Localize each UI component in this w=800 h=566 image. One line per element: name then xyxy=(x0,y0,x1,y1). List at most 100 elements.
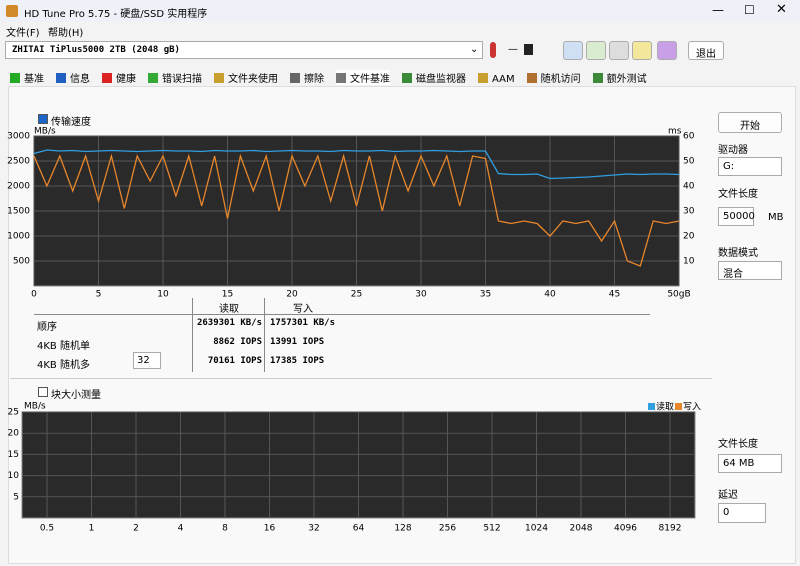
read-result: 70161 IOPS xyxy=(207,356,262,366)
row-label: 4KB 随机多 xyxy=(37,360,90,371)
tab[interactable]: 基准 xyxy=(10,70,44,85)
read-result: 2639301 KB/s xyxy=(196,318,262,328)
dropdown-arrow: ⌄ xyxy=(470,44,479,55)
tab-label: 健康 xyxy=(116,74,136,85)
start-button[interactable]: 开始 xyxy=(718,112,782,133)
checkbox[interactable] xyxy=(38,114,48,124)
menu-item[interactable]: 帮助(H) xyxy=(48,28,84,39)
x-tick-label: 4096 xyxy=(614,524,637,534)
tab-icon xyxy=(478,73,488,83)
toolbar-button[interactable] xyxy=(657,41,677,60)
x-tick-label: 256 xyxy=(439,524,456,534)
y2-axis-label: ms xyxy=(668,127,682,137)
tab-label: 磁盘监视器 xyxy=(416,74,466,85)
row-label: 顺序 xyxy=(37,322,57,333)
x-tick-label: 50gB xyxy=(667,290,690,300)
label: 数据模式 xyxy=(718,248,758,259)
row-label: 4KB 随机单 xyxy=(37,341,90,352)
x-tick-label: 32 xyxy=(308,524,319,534)
delay-input[interactable]: 0 xyxy=(718,503,766,523)
toolbar-button[interactable] xyxy=(563,41,583,60)
x-tick-label: 2048 xyxy=(570,524,593,534)
x-tick-label: 1024 xyxy=(525,524,548,534)
x-tick-label: 0 xyxy=(31,290,37,300)
x-tick-label: 2 xyxy=(133,524,139,534)
y-tick-label: 15 xyxy=(8,450,19,460)
unit: MB xyxy=(768,212,784,223)
tab[interactable]: 错误扫描 xyxy=(148,70,202,85)
column-header: 写入 xyxy=(293,304,313,315)
y2-tick-label: 40 xyxy=(683,182,695,192)
y2-tick-label: 10 xyxy=(683,257,695,267)
block-length-select[interactable]: 64 MB xyxy=(718,454,782,473)
icon xyxy=(524,44,533,55)
x-tick-label: 0.5 xyxy=(40,524,54,534)
x-tick-label: 25 xyxy=(351,290,362,300)
block-chart: MB/s 5 10 15 20 25 0.5 1 2 4 8 16 32 64 128 256 512 1024 2… xyxy=(8,401,701,534)
data-line xyxy=(33,153,680,267)
tab[interactable]: 额外测试 xyxy=(592,70,647,85)
tab-icon xyxy=(402,73,412,83)
x-tick-label: 4 xyxy=(178,524,184,534)
y2-tick-label: 60 xyxy=(683,132,695,142)
exit-button[interactable]: 退出 xyxy=(688,41,724,60)
label: 驱动器 xyxy=(718,145,748,156)
tab-icon xyxy=(102,73,112,83)
maximize[interactable]: ☐ xyxy=(744,3,755,17)
y-axis-label: MB/s xyxy=(24,402,46,412)
tab-label: 文件基准 xyxy=(350,74,390,85)
y2-tick-label: 50 xyxy=(683,157,695,167)
y-tick-label: 1500 xyxy=(7,207,30,217)
x-tick-label: 45 xyxy=(609,290,620,300)
checkbox[interactable] xyxy=(38,387,48,397)
label: 延迟 xyxy=(718,490,738,501)
y-tick-label: 2500 xyxy=(7,157,30,167)
toolbar-button[interactable] xyxy=(632,41,652,60)
tab-label: 文件夹使用 xyxy=(228,74,278,85)
x-tick-label: 10 xyxy=(157,290,169,300)
queue-depth[interactable]: 32 xyxy=(133,352,161,369)
tab[interactable]: 健康 xyxy=(102,70,136,85)
x-tick-label: 512 xyxy=(483,524,500,534)
legend-label: 读取 xyxy=(656,401,674,413)
drive-select[interactable]: ZHITAI TiPlus5000 2TB (2048 gB) xyxy=(5,41,483,59)
tab-label: 信息 xyxy=(70,74,90,85)
close[interactable]: ✕ xyxy=(776,2,787,17)
checkbox-label: 块大小测量 xyxy=(51,390,101,401)
file-length-input[interactable]: 50000 xyxy=(718,207,755,226)
y-tick-label: 3000 xyxy=(7,132,30,142)
tab[interactable]: 擦除 xyxy=(290,70,324,85)
y-tick-label: 1000 xyxy=(7,232,30,242)
thermometer xyxy=(490,42,496,58)
title-bar xyxy=(0,0,800,22)
data-mode-select[interactable]: 混合 xyxy=(718,261,782,280)
tab-icon xyxy=(290,73,300,83)
tab[interactable]: 文件基准 xyxy=(336,70,390,85)
legend-swatch xyxy=(675,403,682,410)
x-tick-label: 8192 xyxy=(659,524,682,534)
tab-bar: 基准 信息 健康 错误扫描 文件夹使用 擦除 文件基准 磁盘监视器 AAM 随机访问 额外测试 xyxy=(10,70,659,85)
read-result: 8862 IOPS xyxy=(213,337,262,347)
x-tick-label: 20 xyxy=(286,290,298,300)
y-tick-label: 5 xyxy=(13,492,19,502)
legend-label: 写入 xyxy=(683,402,701,413)
tab[interactable]: 信息 xyxy=(56,70,90,85)
tab-icon xyxy=(336,73,346,83)
menu-item[interactable]: 文件(F) xyxy=(6,28,40,39)
tab[interactable]: 文件夹使用 xyxy=(214,70,278,85)
tab[interactable]: AAM xyxy=(478,73,515,85)
drive-letter-select[interactable]: G: xyxy=(718,157,782,176)
window-title: HD Tune Pro 5.75 - 硬盘/SSD 实用程序 xyxy=(24,9,208,20)
divider xyxy=(192,298,193,372)
tab-label: 擦除 xyxy=(304,74,324,85)
tab[interactable]: 随机访问 xyxy=(526,70,581,85)
x-tick-label: 30 xyxy=(415,290,427,300)
y-tick-label: 500 xyxy=(13,257,30,267)
x-tick-label: 64 xyxy=(353,524,365,534)
x-tick-label: 5 xyxy=(96,290,102,300)
toolbar-button[interactable] xyxy=(586,41,606,60)
toolbar-button[interactable] xyxy=(609,41,629,60)
tab[interactable]: 磁盘监视器 xyxy=(402,70,466,85)
minimize[interactable]: — xyxy=(712,3,724,17)
